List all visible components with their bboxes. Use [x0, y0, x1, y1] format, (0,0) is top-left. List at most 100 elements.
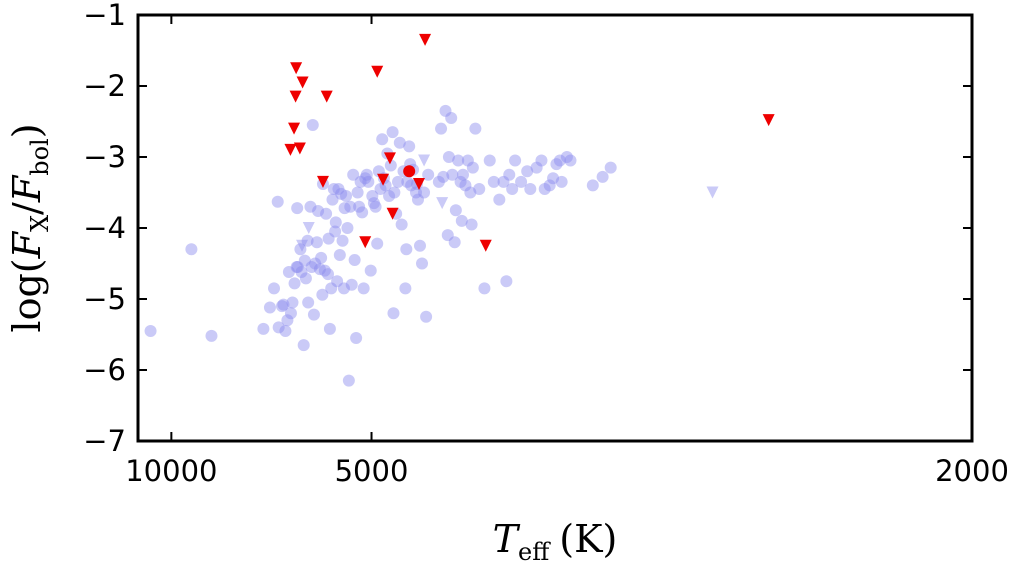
- detection-point: [351, 186, 364, 199]
- upper-limit-point: [290, 62, 303, 75]
- detection-point: [586, 179, 599, 192]
- detection-point: [383, 190, 396, 203]
- detection-point: [313, 263, 326, 276]
- detection-point: [530, 161, 543, 174]
- detection-point: [333, 248, 346, 261]
- y-tick-label: −6: [83, 353, 126, 387]
- y-axis-label-pre: log(: [5, 258, 49, 332]
- y-axis-label-den: F: [5, 174, 49, 203]
- upper-limit-point: [386, 207, 399, 220]
- detection-point: [338, 202, 351, 215]
- detection-point: [449, 204, 462, 217]
- detection-point: [291, 261, 304, 274]
- detection-point: [464, 186, 477, 199]
- detection-point: [538, 182, 551, 195]
- detection-point: [452, 154, 465, 167]
- highlight-point: [403, 165, 416, 178]
- detection-point: [298, 254, 311, 267]
- upper-limit-point: [412, 177, 425, 190]
- detection-point: [295, 266, 308, 279]
- detection-point: [459, 179, 472, 192]
- detection-point: [393, 136, 406, 149]
- detection-point: [353, 200, 366, 213]
- detection-point: [445, 111, 458, 124]
- detection-point: [279, 324, 292, 337]
- faint-upper-limit-point: [302, 222, 315, 234]
- detection-point: [441, 229, 454, 242]
- detection-point: [469, 122, 482, 135]
- detection-point: [304, 200, 317, 213]
- detection-point: [144, 324, 157, 337]
- detection-point: [340, 190, 353, 203]
- y-tick-label: −2: [83, 69, 126, 103]
- detection-point: [185, 243, 198, 256]
- detection-point: [384, 159, 397, 172]
- detection-point: [553, 154, 566, 167]
- detection-point: [500, 275, 513, 288]
- upper-limit-point: [377, 173, 390, 186]
- y-tick-label: −3: [83, 140, 126, 174]
- detection-point: [454, 175, 467, 188]
- detection-point: [543, 179, 556, 192]
- detection-point: [294, 243, 307, 256]
- detection-point: [310, 236, 323, 249]
- detection-point: [386, 126, 399, 139]
- detection-point: [205, 329, 218, 342]
- detection-point: [301, 234, 314, 247]
- detection-point: [388, 186, 401, 199]
- y-axis-label-slash: /: [5, 202, 49, 215]
- x-tick-label: 2000: [935, 454, 1009, 488]
- detection-point: [465, 218, 478, 231]
- y-axis-label-num: F: [5, 230, 49, 259]
- y-axis-label: log(FX/Fbol): [5, 123, 54, 332]
- detection-point: [564, 154, 577, 167]
- detection-point: [359, 172, 372, 185]
- detection-point: [290, 261, 303, 274]
- detection-point: [439, 104, 452, 117]
- detection-point: [350, 332, 363, 345]
- detection-point: [446, 168, 459, 181]
- detection-point: [305, 261, 318, 274]
- detection-point: [341, 222, 354, 234]
- detection-point: [364, 264, 377, 277]
- x-axis-label: Teff (K): [493, 517, 618, 564]
- y-tick-label: −4: [83, 211, 126, 245]
- detection-point: [257, 322, 270, 335]
- detection-point: [466, 161, 479, 174]
- faint-upper-limit-point: [436, 197, 449, 210]
- detection-point: [497, 175, 510, 188]
- detection-point: [461, 154, 474, 167]
- detection-point: [329, 216, 342, 229]
- faint-upper-limit-point: [706, 186, 719, 199]
- detection-point: [547, 172, 560, 185]
- detection-point: [403, 140, 416, 153]
- detection-point: [325, 282, 338, 295]
- detection-point: [376, 133, 389, 146]
- upper-limit-point: [293, 142, 306, 155]
- detection-point: [281, 314, 294, 327]
- detection-point: [356, 206, 369, 219]
- detection-point: [387, 307, 400, 320]
- detection-point: [307, 308, 320, 321]
- detection-point: [405, 179, 418, 192]
- upper-limit-point: [289, 90, 302, 103]
- detection-point: [483, 154, 496, 167]
- detection-point: [271, 195, 284, 208]
- detection-point: [329, 225, 342, 238]
- detection-point: [312, 204, 325, 217]
- detection-point: [320, 207, 333, 220]
- data-points: [144, 33, 775, 387]
- detection-point: [286, 296, 299, 309]
- y-tick-label: −7: [83, 424, 126, 458]
- detection-point: [277, 298, 290, 311]
- detection-point: [357, 282, 370, 295]
- detection-point: [306, 119, 319, 132]
- detection-point: [515, 175, 528, 188]
- detection-point: [284, 307, 297, 320]
- detection-point: [374, 182, 387, 195]
- detection-point: [367, 197, 380, 210]
- upper-limit-point: [296, 76, 309, 89]
- detection-point: [413, 239, 426, 252]
- detection-point: [331, 275, 344, 288]
